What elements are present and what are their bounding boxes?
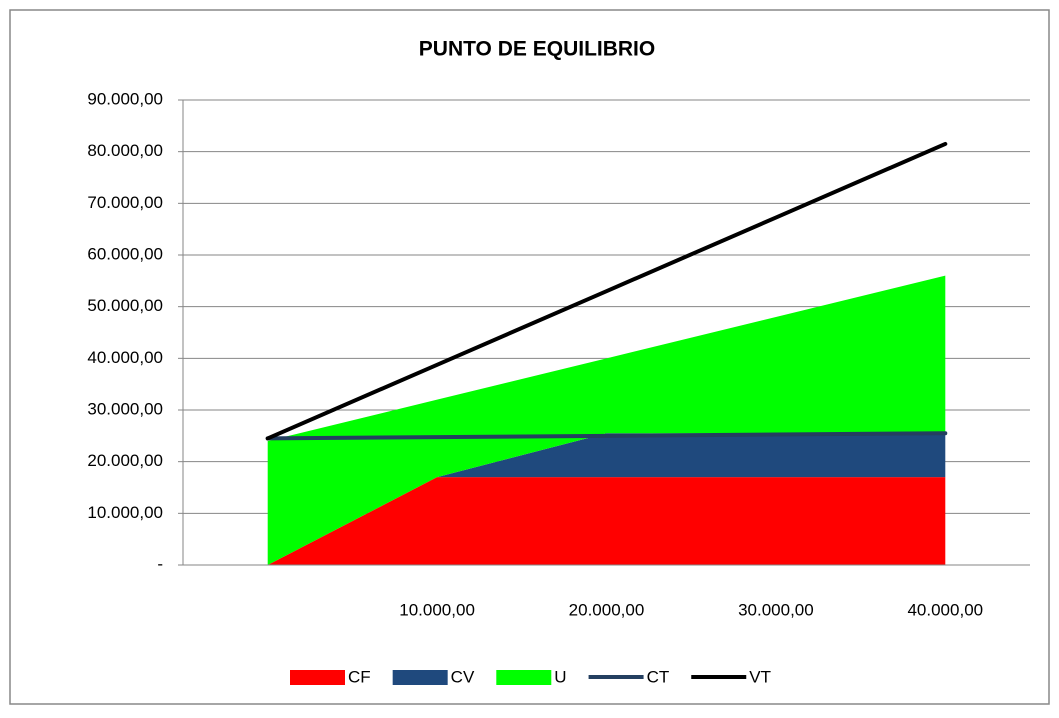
- y-tick-label: 40.000,00: [87, 348, 163, 367]
- legend-label: CT: [647, 667, 670, 686]
- legend-label: U: [554, 667, 566, 686]
- area: [267, 477, 946, 565]
- y-tick-label: 70.000,00: [87, 193, 163, 212]
- x-tick-label: 20.000,00: [569, 600, 645, 619]
- y-tick-label: 60.000,00: [87, 244, 163, 263]
- y-tick-label: 90.000,00: [87, 89, 163, 108]
- legend-swatch: [496, 670, 552, 685]
- y-tick-label: 80.000,00: [87, 141, 163, 160]
- x-tick-label: 40.000,00: [907, 600, 983, 619]
- y-tick-label: -: [157, 554, 163, 573]
- y-tick-label: 10.000,00: [87, 503, 163, 522]
- legend-swatch: [392, 670, 448, 685]
- chart-title: PUNTO DE EQUILIBRIO: [419, 38, 655, 61]
- x-tick-label: 10.000,00: [399, 600, 475, 619]
- legend-swatch: [290, 670, 345, 685]
- y-tick-label: 50.000,00: [87, 296, 163, 315]
- y-tick-label: 20.000,00: [87, 451, 163, 470]
- legend-label: CV: [451, 667, 475, 686]
- line: [265, 431, 948, 441]
- line: [265, 141, 948, 441]
- area: [267, 433, 946, 565]
- x-tick-label: 30.000,00: [738, 600, 814, 619]
- legend-label: CF: [348, 667, 371, 686]
- legend-label: VT: [749, 667, 771, 686]
- y-tick-label: 30.000,00: [87, 399, 163, 418]
- area: [267, 275, 946, 565]
